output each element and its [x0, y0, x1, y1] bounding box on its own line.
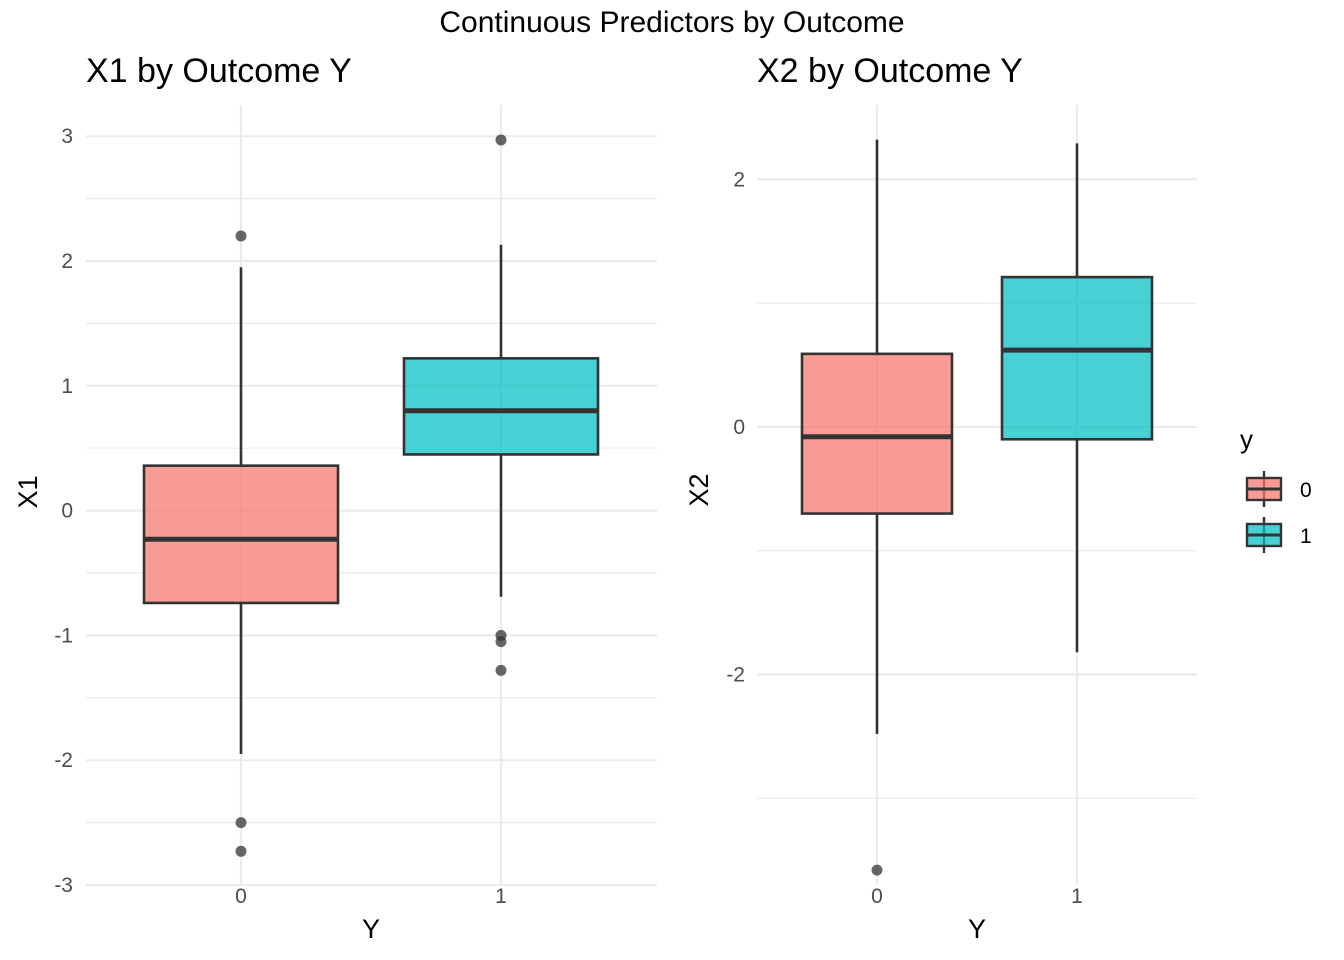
outlier-point: [495, 134, 507, 146]
box-group-0: [800, 139, 954, 876]
x-tick-label: 0: [235, 885, 247, 908]
x-tick-label: 1: [495, 885, 507, 908]
figure-title: Continuous Predictors by Outcome: [439, 6, 904, 39]
outlier-point: [235, 845, 247, 857]
box-iqr: [1000, 275, 1154, 441]
panel-x1-xlabel: Y: [362, 914, 380, 944]
outlier-point: [235, 230, 247, 242]
panel-x1: X1 by Outcome Y -3 -2 -1 0 1 2 3 0 1 Y X1: [13, 52, 657, 944]
outlier-point: [871, 864, 883, 876]
legend-items: 01: [1245, 471, 1312, 553]
y-tick-label: 1: [61, 375, 73, 398]
outlier-point: [495, 636, 507, 648]
legend-label: 0: [1300, 479, 1312, 502]
panel-x2-plot-area: -2 0 2 0 1: [726, 105, 1197, 908]
legend-title: y: [1240, 424, 1253, 454]
legend: y 01: [1240, 424, 1312, 553]
legend-label: 1: [1300, 525, 1312, 548]
x-tick-label: 0: [871, 885, 883, 908]
box-iqr: [800, 352, 954, 515]
y-tick-label: 2: [61, 250, 73, 273]
box-group-1: [402, 134, 600, 676]
x-tick-label: 1: [1071, 885, 1083, 908]
legend-item-0: 0: [1245, 471, 1312, 507]
y-tick-label: -2: [54, 749, 73, 772]
panel-x1-plot-area: -3 -2 -1 0 1 2 3 0 1: [54, 105, 657, 908]
panel-x1-ylabel: X1: [13, 475, 43, 508]
box-iqr: [142, 464, 340, 605]
y-tick-label: -3: [54, 874, 73, 897]
y-tick-label: 0: [733, 416, 745, 439]
y-tick-label: 3: [61, 125, 73, 148]
y-tick-label: 0: [61, 500, 73, 523]
panel-x2-xlabel: Y: [968, 914, 986, 944]
panel-x2: X2 by Outcome Y -2 0 2 0 1 Y X2: [684, 52, 1197, 944]
panel-x1-title: X1 by Outcome Y: [86, 52, 352, 90]
legend-item-1: 1: [1245, 517, 1312, 553]
panel-x2-title: X2 by Outcome Y: [757, 52, 1023, 90]
y-tick-label: -1: [54, 624, 73, 647]
box-group-0: [142, 230, 340, 857]
box-group-1: [1000, 143, 1154, 653]
y-tick-label: -2: [726, 664, 745, 687]
box-iqr: [402, 357, 600, 456]
outlier-point: [235, 817, 247, 829]
panel-x2-ylabel: X2: [684, 473, 714, 506]
outlier-point: [495, 664, 507, 676]
y-tick-label: 2: [733, 168, 745, 191]
